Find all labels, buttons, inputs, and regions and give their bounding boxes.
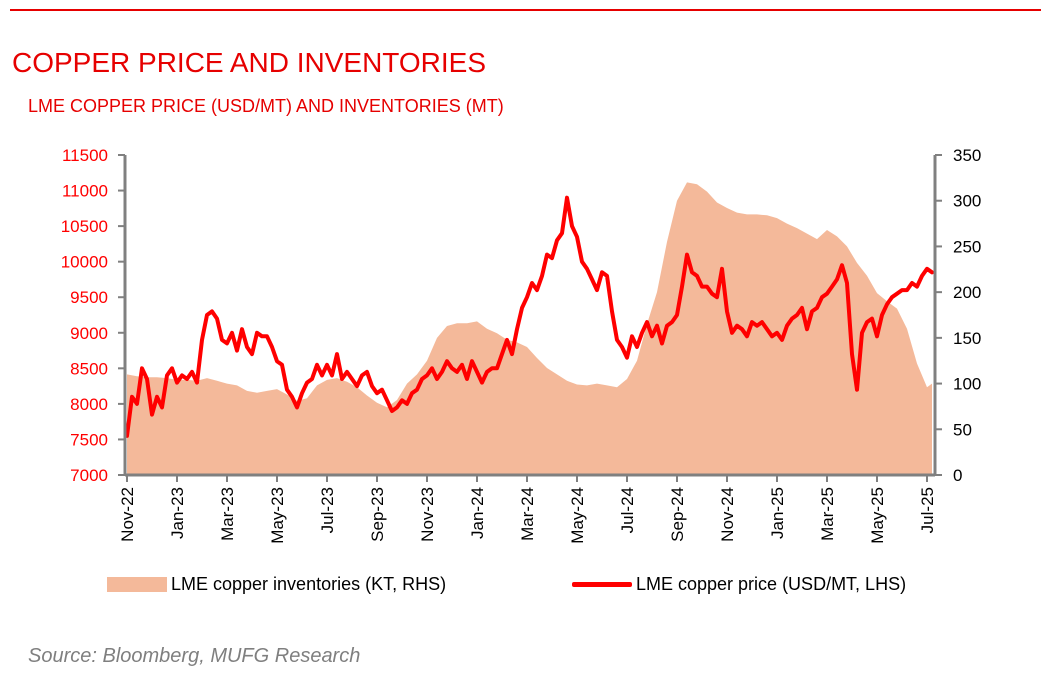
x-tick-label: Jan-25 — [768, 487, 787, 539]
left-axis-tick-labels: 11500 11000 10500 10000 9500 9000 8500 8000 7500… — [61, 146, 108, 485]
left-tick-label: 9500 — [70, 288, 108, 307]
right-tick-label: 0 — [953, 466, 962, 485]
left-tick-label: 9000 — [70, 324, 108, 343]
x-tick-label: Nov-22 — [118, 487, 137, 542]
x-tick-label: Jul-25 — [918, 487, 937, 533]
price-line-layer — [125, 195, 934, 438]
right-tick-label: 350 — [953, 146, 981, 165]
x-tick-label: Jul-23 — [318, 487, 337, 533]
inventory-area — [127, 182, 932, 475]
left-tick-label: 11500 — [62, 146, 108, 165]
x-tick-label: May-23 — [268, 487, 287, 544]
x-tick-label: Nov-24 — [718, 487, 737, 542]
x-tick-label: Sep-23 — [368, 487, 387, 542]
right-tick-label: 200 — [953, 283, 981, 302]
right-tick-label: 100 — [953, 375, 981, 394]
right-tick-label: 300 — [953, 192, 981, 211]
right-tick-label: 150 — [953, 329, 981, 348]
legend-item-inventories: LME copper inventories (KT, RHS) — [107, 574, 446, 595]
left-tick-label: 8500 — [70, 359, 108, 378]
legend-area-swatch — [107, 577, 167, 592]
header-rule — [10, 9, 1041, 11]
x-tick-label: Sep-24 — [668, 487, 687, 542]
x-tick-label: Mar-24 — [518, 487, 537, 541]
x-tick-label: May-24 — [568, 487, 587, 544]
x-tick-label: May-25 — [868, 487, 887, 544]
legend-item-price: LME copper price (USD/MT, LHS) — [572, 574, 906, 595]
x-tick-label: Jan-24 — [468, 487, 487, 539]
left-tick-label: 8000 — [70, 395, 108, 414]
left-tick-label: 7000 — [70, 466, 108, 485]
left-tick-label: 10500 — [61, 217, 108, 236]
legend-label-price: LME copper price (USD/MT, LHS) — [636, 574, 907, 594]
x-tick-label: Jan-23 — [168, 487, 187, 539]
right-tick-label: 250 — [953, 237, 981, 256]
x-tick-label: Mar-25 — [818, 487, 837, 541]
chart-subtitle: LME COPPER PRICE (USD/MT) AND INVENTORIE… — [28, 96, 504, 116]
legend-label-inventories: LME copper inventories (KT, RHS) — [171, 574, 447, 594]
left-tick-label: 11000 — [62, 182, 108, 201]
left-tick-label: 10000 — [61, 253, 108, 272]
x-tick-label: Nov-23 — [418, 487, 437, 542]
axes-layer — [118, 154, 942, 482]
left-tick-label: 7500 — [70, 430, 108, 449]
x-tick-label: Mar-23 — [218, 487, 237, 541]
x-axis-tick-labels: Nov-22 Jan-23 Mar-23 May-23 Jul-23 Sep-23 Nov-… — [118, 487, 937, 544]
legend-line-swatch — [572, 582, 632, 587]
source-note: Source: Bloomberg, MUFG Research — [28, 645, 361, 667]
price-line — [125, 195, 934, 438]
right-tick-label: 50 — [953, 420, 972, 439]
page-title: COPPER PRICE AND INVENTORIES — [12, 47, 487, 78]
x-tick-label: Jul-24 — [618, 487, 637, 533]
inventory-area-layer — [127, 182, 932, 475]
right-axis-tick-labels: 350 300 250 200 150 100 50 0 — [953, 146, 981, 485]
